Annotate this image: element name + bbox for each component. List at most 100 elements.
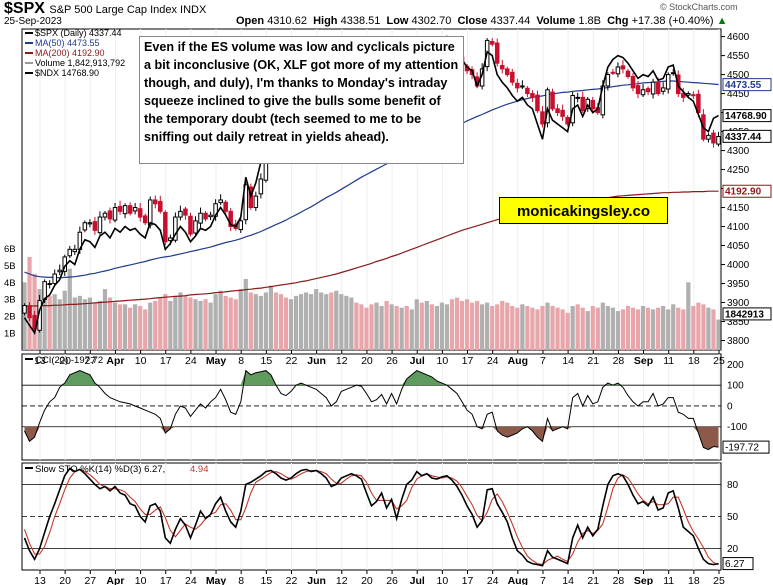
x-tick-label-top: May (206, 355, 227, 367)
candle-body (645, 88, 651, 93)
price-tick-label: 3950 (727, 279, 750, 290)
volume-bar (650, 309, 656, 350)
candle-body (183, 208, 188, 216)
candle-body (555, 108, 560, 114)
volume-bar (369, 304, 374, 350)
volume-bar (87, 297, 93, 350)
volume-bar (585, 311, 590, 350)
price-tick-label: 3800 (727, 336, 750, 347)
volume-bar (535, 309, 540, 350)
volume-bar (213, 294, 218, 350)
volume-bar (52, 294, 57, 350)
volume-bar (671, 304, 676, 350)
volume-bar (706, 307, 711, 350)
x-tick-label-bottom: 24 (487, 575, 499, 585)
price-legend-swatch (25, 72, 33, 74)
volume-bar (163, 294, 168, 350)
candle-body (530, 93, 535, 98)
chg-label: Chg (607, 15, 629, 27)
candle-body (147, 199, 153, 226)
price-tick-label: 4450 (727, 89, 750, 100)
x-tick-label-top: 17 (462, 355, 474, 367)
volume-bar (701, 304, 706, 350)
candle-body (625, 70, 631, 77)
x-tick-label-top: 17 (160, 355, 172, 367)
volume-bar (464, 299, 470, 350)
volume-bar (122, 304, 128, 350)
x-tick-label-top: 8 (238, 355, 244, 367)
candle-body (122, 205, 128, 215)
candle-body (681, 93, 686, 98)
candle-body (510, 71, 515, 83)
x-tick-label-top: Aug (508, 355, 528, 367)
price-tick-label: 4100 (727, 222, 750, 233)
up-arrow-icon: ▲ (716, 15, 728, 27)
volume-bar (635, 309, 641, 350)
volume-bar (329, 292, 334, 350)
annotation-note: Even if the ES volume was low and cyclic… (139, 36, 464, 164)
x-tick-label-bottom: 17 (462, 575, 474, 585)
candle-body (142, 215, 148, 224)
price-tick-label: 4500 (727, 70, 750, 81)
x-tick-label-bottom: 12 (336, 575, 348, 585)
volume-label: Volume (536, 15, 576, 27)
candle-body (97, 216, 103, 234)
volume-bar (560, 309, 565, 350)
x-tick-label-top: Jul (410, 355, 425, 367)
price-tick-label: 4150 (727, 203, 750, 214)
volume-bar (319, 292, 324, 350)
volume-bar (22, 282, 27, 350)
price-tick-label: 4600 (727, 32, 750, 43)
symbol-title: $SPX S&P 500 Large Cap Index INDX (4, 0, 206, 18)
high-label: High (313, 15, 338, 27)
candle-body (223, 201, 228, 212)
price-legend-entry: $NDX 14768.90 (35, 68, 99, 78)
price-tag-label: 4473.55 (725, 80, 762, 91)
source-credit[interactable]: © StockCharts.com (660, 2, 738, 12)
close-value: 4337.44 (490, 15, 531, 27)
volume-bar (676, 307, 681, 350)
volume-tick-label: 2B (4, 312, 16, 323)
x-tick-label-bottom: 8 (238, 575, 244, 585)
price-tick-label: 3850 (727, 317, 750, 328)
index-name: S&P 500 Large Cap Index INDX (49, 4, 207, 16)
x-tick-label-bottom: 14 (562, 575, 574, 585)
x-tick-label-bottom: 15 (260, 575, 272, 585)
low-label: Low (386, 15, 409, 27)
volume-bar (485, 302, 490, 350)
volume-bar (117, 304, 123, 350)
volume-bar (324, 294, 329, 350)
volume-bar (495, 304, 500, 350)
x-tick-label-top: 13 (34, 355, 46, 367)
candle-body (716, 136, 721, 145)
volume-bar (565, 312, 570, 350)
volume-bar (444, 304, 450, 350)
volume-bar (645, 307, 651, 350)
candle-body (27, 305, 32, 319)
price-legend-swatch (25, 32, 33, 34)
volume-bar (278, 294, 284, 350)
x-tick-label-top: 20 (59, 355, 71, 367)
volume-bar (334, 290, 339, 350)
volume-bar (153, 300, 158, 350)
x-tick-label-bottom: 18 (688, 575, 700, 585)
candle-body (711, 132, 716, 144)
volume-bar (77, 295, 82, 350)
price-tag-box (722, 307, 772, 321)
volume-value: 1.8B (578, 15, 601, 27)
volume-bar (178, 292, 183, 350)
volume-tick-label: 1B (4, 329, 16, 340)
x-tick-label-top: 12 (336, 355, 348, 367)
candle-body (635, 85, 641, 95)
open-label: Open (236, 15, 265, 27)
candle-body (22, 305, 27, 314)
candle-body (535, 94, 540, 112)
volume-bar (188, 297, 193, 350)
sto-legend-d-value: 4.94 (190, 464, 209, 475)
volume-bar (640, 306, 646, 350)
x-tick-label-top: 18 (688, 355, 700, 367)
stochastic-panel (22, 467, 721, 567)
volume-bar (590, 306, 595, 350)
volume-bar (47, 295, 52, 350)
sto-tick-label: 50 (727, 512, 739, 523)
